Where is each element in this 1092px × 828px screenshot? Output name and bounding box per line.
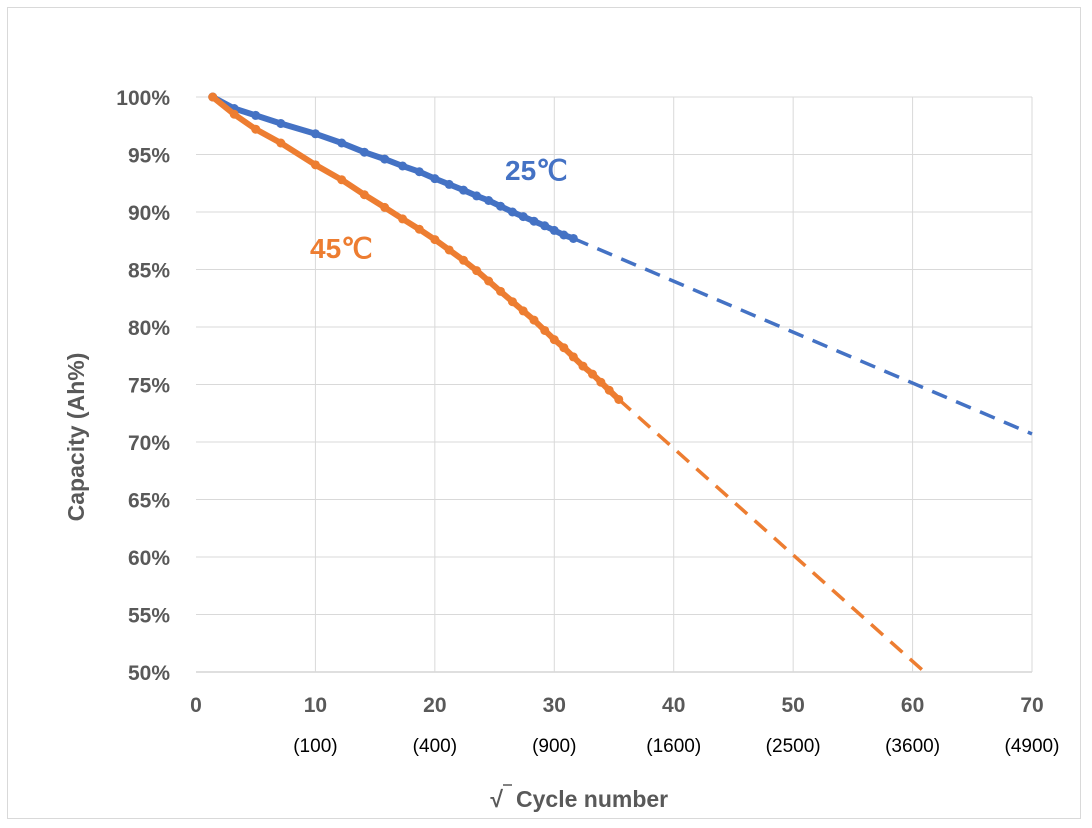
data-point bbox=[549, 335, 559, 345]
x-tick-label: 10 bbox=[304, 694, 327, 717]
data-point bbox=[472, 266, 482, 276]
x-tick-cycles-label: (4900) bbox=[1005, 736, 1060, 757]
data-point bbox=[559, 343, 569, 353]
data-point bbox=[559, 230, 569, 240]
x-tick-label: 0 bbox=[190, 694, 202, 717]
x-tick-cycles-label: (900) bbox=[532, 736, 576, 757]
series-label-25c: 25℃ bbox=[505, 155, 568, 186]
x-tick-label: 50 bbox=[781, 694, 804, 717]
data-point bbox=[337, 175, 347, 185]
x-tick-cycles-label: (1600) bbox=[646, 736, 701, 757]
data-point bbox=[529, 315, 539, 325]
series-label-45c: 45℃ bbox=[310, 233, 373, 264]
data-point bbox=[578, 361, 588, 371]
x-tick-cycles-label: (100) bbox=[293, 736, 337, 757]
x-tick-cycles-label: (2500) bbox=[766, 736, 821, 757]
y-tick-label: 65% bbox=[128, 490, 170, 513]
y-tick-label: 55% bbox=[128, 605, 170, 628]
chart-frame bbox=[7, 7, 1081, 819]
data-point bbox=[251, 110, 261, 120]
data-point bbox=[540, 221, 550, 231]
data-point bbox=[208, 92, 218, 102]
series-line bbox=[209, 94, 622, 403]
data-point bbox=[444, 179, 454, 189]
y-tick-label: 75% bbox=[128, 375, 170, 398]
data-point bbox=[604, 385, 614, 395]
data-point bbox=[398, 214, 408, 224]
data-point bbox=[444, 245, 454, 255]
y-tick-label: 80% bbox=[128, 317, 170, 340]
data-point bbox=[614, 394, 624, 404]
y-tick-label: 70% bbox=[128, 432, 170, 455]
extrapolation-line bbox=[572, 236, 1033, 436]
y-tick-labels: 100% 95% 90% 85% 80% 75% 70% 65% 60% 55% 50% bbox=[116, 87, 170, 685]
data-point bbox=[310, 160, 320, 170]
data-point bbox=[359, 190, 369, 200]
y-tick-label: 85% bbox=[128, 260, 170, 283]
data-point bbox=[430, 235, 440, 245]
series-1 bbox=[208, 92, 926, 674]
sqrt-symbol: √ bbox=[490, 786, 503, 812]
data-point bbox=[496, 286, 506, 296]
data-point bbox=[414, 167, 424, 177]
y-tick-label: 95% bbox=[128, 145, 170, 168]
y-tick-label: 50% bbox=[128, 662, 170, 685]
data-point bbox=[596, 377, 606, 387]
data-point bbox=[380, 202, 390, 212]
x-axis-title-text: Cycle number bbox=[516, 786, 668, 812]
data-point bbox=[484, 196, 494, 205]
data-point bbox=[540, 325, 550, 335]
data-point bbox=[484, 276, 494, 286]
data-point bbox=[529, 216, 539, 226]
data-point bbox=[568, 352, 578, 362]
gridlines bbox=[196, 96, 1033, 673]
data-point bbox=[588, 369, 598, 379]
data-point bbox=[507, 207, 517, 217]
x-axis-title: √ Cycle number bbox=[490, 784, 668, 812]
extrapolation-line bbox=[617, 398, 926, 674]
data-point bbox=[380, 154, 390, 164]
data-point bbox=[337, 138, 347, 148]
data-point bbox=[359, 147, 369, 157]
data-point bbox=[459, 255, 469, 265]
data-point bbox=[276, 138, 286, 148]
x-tick-cycles-label: (400) bbox=[413, 736, 457, 757]
y-tick-label: 100% bbox=[116, 87, 170, 110]
series-layer bbox=[208, 92, 1033, 674]
data-point bbox=[414, 224, 424, 234]
x-tick-labels: 0 10 (100) 20 (400) 30 (900) 40 (1600) 50 (2500) 60… bbox=[190, 694, 1059, 757]
data-point bbox=[398, 161, 408, 171]
data-point bbox=[518, 212, 528, 222]
data-point bbox=[472, 191, 482, 201]
data-point bbox=[459, 185, 469, 195]
data-point bbox=[507, 297, 517, 307]
x-tick-label: 70 bbox=[1020, 694, 1043, 717]
data-point bbox=[496, 201, 506, 211]
data-point bbox=[549, 225, 559, 235]
x-tick-label: 20 bbox=[423, 694, 446, 717]
x-tick-label: 40 bbox=[662, 694, 685, 717]
series-0 bbox=[208, 92, 1033, 436]
y-tick-label: 60% bbox=[128, 547, 170, 570]
data-point bbox=[251, 124, 261, 134]
data-point bbox=[430, 174, 440, 184]
x-tick-label: 60 bbox=[901, 694, 924, 717]
data-point bbox=[229, 109, 239, 119]
y-axis-title: Capacity (Ah%) bbox=[63, 353, 89, 522]
data-point bbox=[276, 118, 286, 128]
data-point bbox=[568, 233, 578, 243]
y-tick-label: 90% bbox=[128, 202, 170, 225]
data-point bbox=[310, 129, 320, 139]
x-tick-cycles-label: (3600) bbox=[885, 736, 940, 757]
data-point bbox=[518, 306, 528, 316]
x-tick-label: 30 bbox=[543, 694, 566, 717]
